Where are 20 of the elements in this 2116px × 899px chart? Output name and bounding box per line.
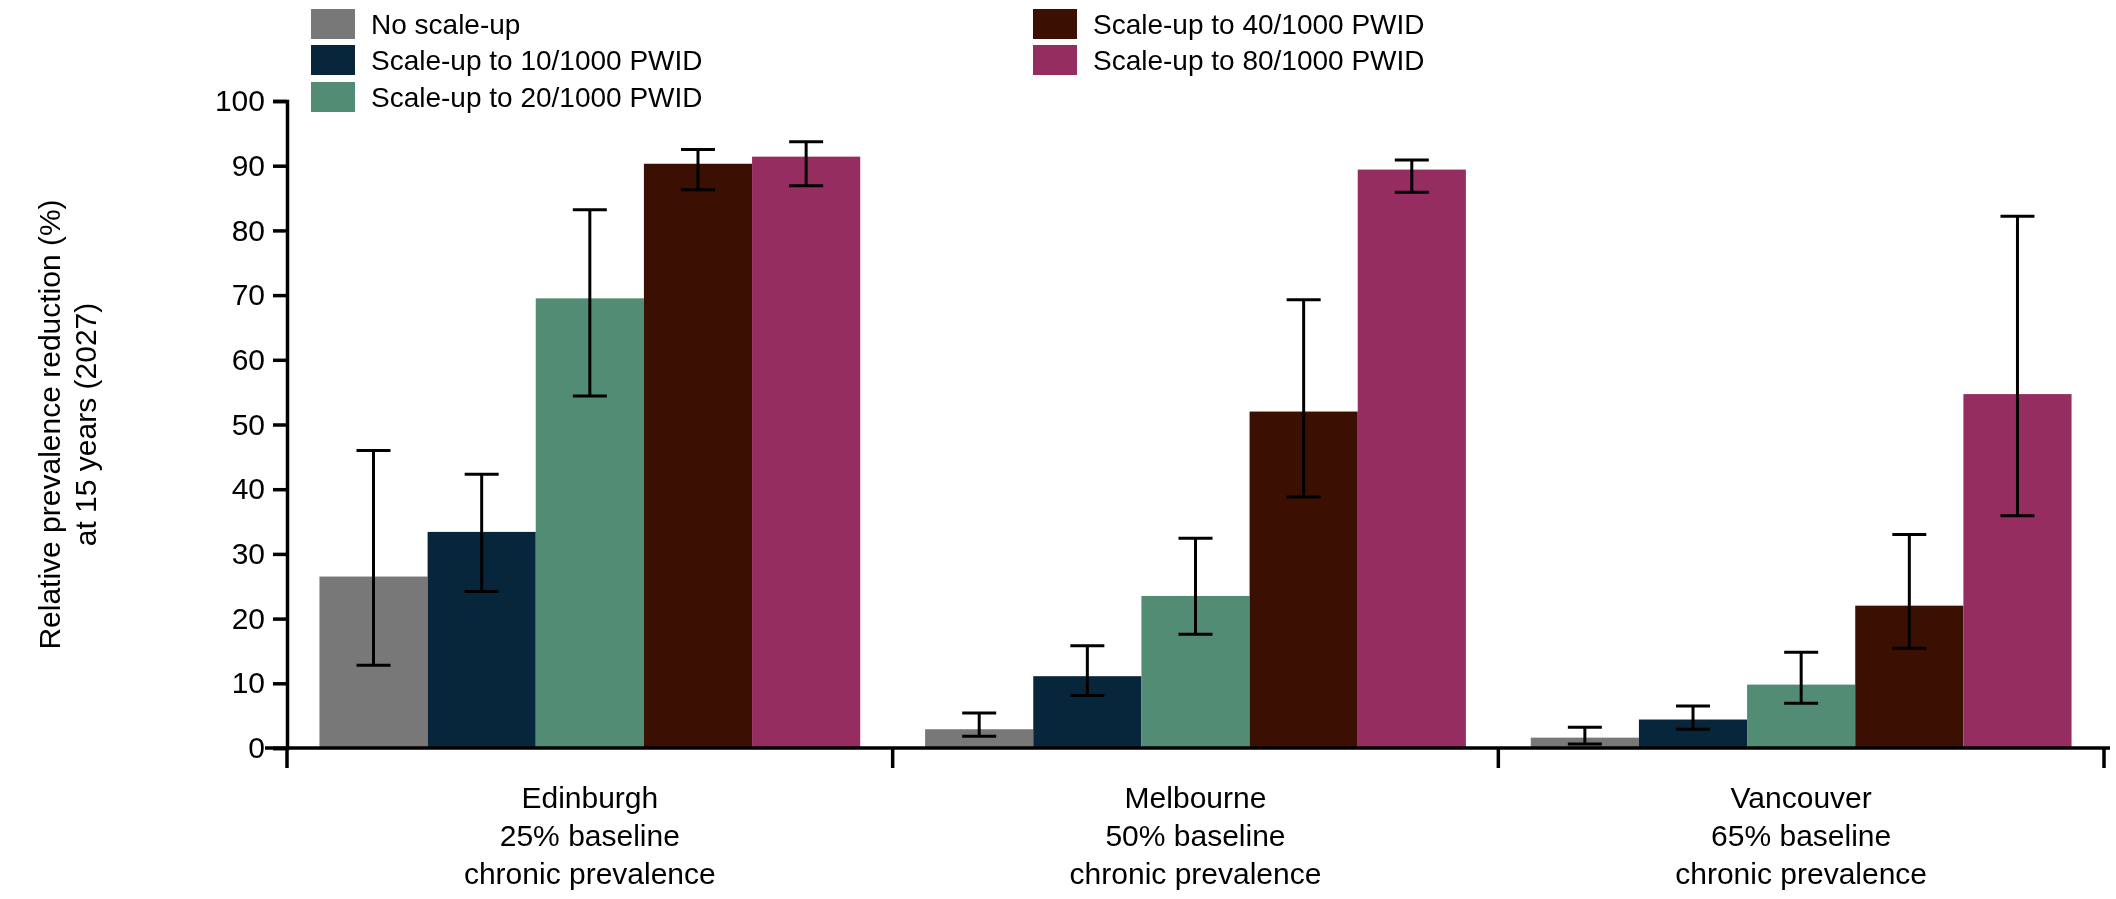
x-tick-label: Edinburgh 25% baseline chronic prevalence xyxy=(463,781,716,890)
legend-label: Scale-up to 40/1000 PWID xyxy=(1093,9,1425,40)
x-tick-label: Melbourne 50% baseline chronic prevalence xyxy=(1069,781,1322,890)
y-tick-label: 100 xyxy=(214,84,265,118)
legend-label: Scale-up to 20/1000 PWID xyxy=(371,82,703,113)
legend-label: Scale-up to 10/1000 PWID xyxy=(371,45,703,76)
y-tick-label: 30 xyxy=(231,537,265,570)
legend-label: Scale-up to 80/1000 PWID xyxy=(1093,45,1425,76)
x-tick-label: Vancouver 65% baseline chronic prevalence xyxy=(1675,781,1928,890)
y-tick-label: 70 xyxy=(231,278,265,312)
legend-label: No scale-up xyxy=(371,9,521,40)
y-axis-title: Relative prevalence reduction (%) at 15 years (2027) xyxy=(33,199,102,650)
y-tick-label: 10 xyxy=(231,666,265,700)
y-tick-label: 80 xyxy=(231,213,265,247)
y-tick-label: 50 xyxy=(231,407,265,441)
y-tick-label: 90 xyxy=(231,148,265,182)
y-tick-label: 20 xyxy=(231,601,265,635)
y-tick-label: 0 xyxy=(248,731,265,765)
y-tick-label: 40 xyxy=(231,472,265,506)
y-tick-label: 60 xyxy=(231,342,265,376)
